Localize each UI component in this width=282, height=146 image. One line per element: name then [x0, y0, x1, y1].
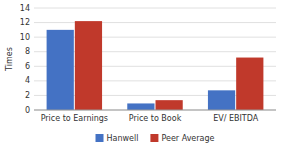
x-tick-label: Price to Book: [129, 114, 182, 123]
chart: 0 2 4 6 8 10 12 14 Times Price to Earnings Price t…: [0, 0, 282, 146]
grid-line: [34, 22, 276, 23]
x-tick-label: Price to Earnings: [41, 114, 108, 123]
y-tick-label: 4: [25, 76, 30, 85]
legend-swatch: [96, 134, 104, 142]
bar: [47, 30, 74, 110]
grid-line: [34, 8, 276, 9]
bar: [127, 103, 154, 110]
legend-label: Peer Average: [161, 134, 214, 143]
bar: [75, 21, 102, 110]
y-tick-label: 14: [20, 4, 30, 13]
y-tick-label: 6: [25, 62, 30, 71]
bar: [208, 90, 235, 110]
y-tick-label: 8: [25, 47, 30, 56]
legend: Hanwell Peer Average: [96, 134, 215, 143]
bar: [236, 58, 263, 110]
y-tick-label: 0: [25, 106, 30, 115]
grid: [34, 8, 276, 110]
legend-swatch: [150, 134, 158, 142]
legend-item: Peer Average: [150, 134, 214, 143]
y-axis-label: Times: [5, 47, 14, 72]
legend-label: Hanwell: [107, 134, 139, 143]
y-tick-label: 10: [20, 33, 30, 42]
x-axis-line: [34, 110, 276, 111]
bars: [47, 21, 264, 110]
bar: [156, 100, 183, 110]
chart-container: 0 2 4 6 8 10 12 14 Times Price to Earnings Price t…: [0, 0, 282, 146]
x-tick-label: EV/ EBITDA: [213, 114, 259, 123]
y-tick-label: 12: [20, 18, 30, 27]
legend-item: Hanwell: [96, 134, 139, 143]
grid-line: [34, 110, 276, 111]
y-tick-label: 2: [25, 91, 30, 100]
